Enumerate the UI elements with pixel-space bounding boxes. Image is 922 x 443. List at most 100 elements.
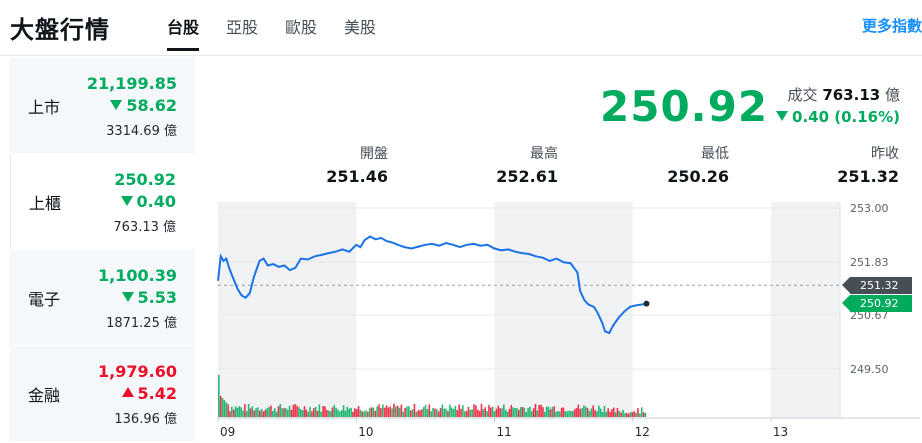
volume-bar <box>540 404 542 417</box>
volume-bar <box>523 407 526 417</box>
volume-bar <box>434 408 436 417</box>
more-indices-link[interactable]: 更多指數 <box>861 17 922 35</box>
volume-bar <box>290 409 293 417</box>
index-item-finance[interactable]: 金融 1,979.60 5.42 136.96 億 <box>10 346 195 442</box>
volume-bar <box>627 413 630 417</box>
intraday-chart[interactable]: 253.00 251.83 250.67 249.50 09 10 11 12 13 251.3… <box>210 196 922 443</box>
volume-bar <box>408 406 410 417</box>
volume-bar <box>385 405 388 417</box>
index-change: 58.62 <box>110 96 177 115</box>
volume-bar <box>247 403 250 417</box>
volume-bar <box>339 411 341 417</box>
volume-bar <box>478 410 481 417</box>
volume-bar <box>242 410 244 417</box>
volume-bar <box>588 411 591 417</box>
volume-bar <box>585 406 587 417</box>
index-price: 21,199.85 <box>86 74 177 93</box>
volume-bar <box>285 408 287 417</box>
volume-bar <box>476 409 479 417</box>
volume-bar <box>409 410 412 417</box>
tab-asia[interactable]: 亞股 <box>226 18 259 37</box>
volume-bar <box>534 403 537 417</box>
down-triangle-icon <box>110 100 123 110</box>
volume-bar <box>257 407 259 417</box>
volume-bar <box>598 405 600 417</box>
volume-bar <box>355 409 358 417</box>
x-tick-label: 10 <box>358 425 373 439</box>
volume-bar <box>640 407 643 417</box>
volume-bar <box>570 411 572 417</box>
volume-bar <box>251 406 254 417</box>
volume-bar <box>393 403 395 417</box>
volume-bar <box>281 408 283 417</box>
volume-bar <box>435 409 438 417</box>
volume-bar <box>622 409 624 417</box>
volume-bar <box>467 407 470 417</box>
volume-bar <box>275 411 278 417</box>
prev-close-tag: 251.32 <box>842 276 912 294</box>
volume-bar <box>255 408 257 417</box>
volume-bar <box>497 405 500 417</box>
volume-bar <box>299 409 302 417</box>
index-item-otc[interactable]: 上櫃 250.92 0.40 763.13 億 <box>10 154 195 250</box>
volume-bar <box>331 407 334 417</box>
stat-prev-close: 昨收 251.32 <box>837 146 899 186</box>
page-title: 大盤行情 <box>10 16 110 44</box>
volume-bar <box>519 407 522 417</box>
stat-low: 最低 250.26 <box>667 146 729 186</box>
volume-bar <box>322 406 324 417</box>
volume-bar <box>244 404 246 417</box>
tab-taiwan[interactable]: 台股 <box>167 14 200 51</box>
volume-bar <box>372 407 375 417</box>
volume-bar <box>221 398 224 417</box>
volume-bar <box>430 411 432 417</box>
volume-bar <box>268 406 270 417</box>
volume-bar <box>629 412 632 417</box>
volume-bar <box>527 408 529 417</box>
volume-bar <box>590 408 593 417</box>
volume-bar <box>637 408 639 417</box>
volume-bar <box>612 407 615 417</box>
volume-bar <box>549 409 552 417</box>
volume-bar <box>499 408 501 417</box>
volume-bar <box>625 413 628 417</box>
volume-bar <box>236 407 239 417</box>
volume-bar <box>309 407 311 417</box>
volume-bar <box>592 405 595 417</box>
volume-bar <box>566 411 568 417</box>
volume-bar <box>253 410 255 417</box>
volume-bar <box>547 406 550 417</box>
volume-bar <box>601 411 604 417</box>
index-price: 1,100.39 <box>98 266 177 285</box>
volume-bar <box>611 409 613 417</box>
volume-bar <box>465 410 468 417</box>
volume-bar <box>462 405 464 417</box>
volume-bar <box>411 409 414 417</box>
index-change: 5.42 <box>121 384 177 403</box>
volume-bar <box>346 406 349 417</box>
volume-bar <box>367 411 369 417</box>
y-tick-label: 253.00 <box>850 202 889 215</box>
volume-bar <box>348 408 351 417</box>
index-change: 5.53 <box>121 288 177 307</box>
tab-europe[interactable]: 歐股 <box>285 18 318 37</box>
volume-bar <box>400 404 403 417</box>
index-item-electronics[interactable]: 電子 1,100.39 5.53 1871.25 億 <box>10 250 195 346</box>
index-item-listed[interactable]: 上市 21,199.85 58.62 3314.69 億 <box>10 58 195 154</box>
volume-bar <box>406 406 408 417</box>
volume-bar <box>389 406 391 417</box>
volume-bar <box>340 410 343 417</box>
y-tick-label: 249.50 <box>850 363 889 376</box>
volume-bar <box>512 407 514 417</box>
volume-bar <box>558 411 561 417</box>
index-volume: 136.96 億 <box>114 412 177 427</box>
volume-bar <box>596 411 598 417</box>
down-triangle-icon <box>121 292 134 302</box>
down-triangle-icon <box>120 196 133 206</box>
volume-bar <box>525 411 527 417</box>
tab-us[interactable]: 美股 <box>344 18 377 37</box>
volume-bar <box>605 411 608 417</box>
volume-bar <box>383 407 386 417</box>
volume-bar <box>581 408 583 417</box>
volume-bar <box>227 404 229 417</box>
